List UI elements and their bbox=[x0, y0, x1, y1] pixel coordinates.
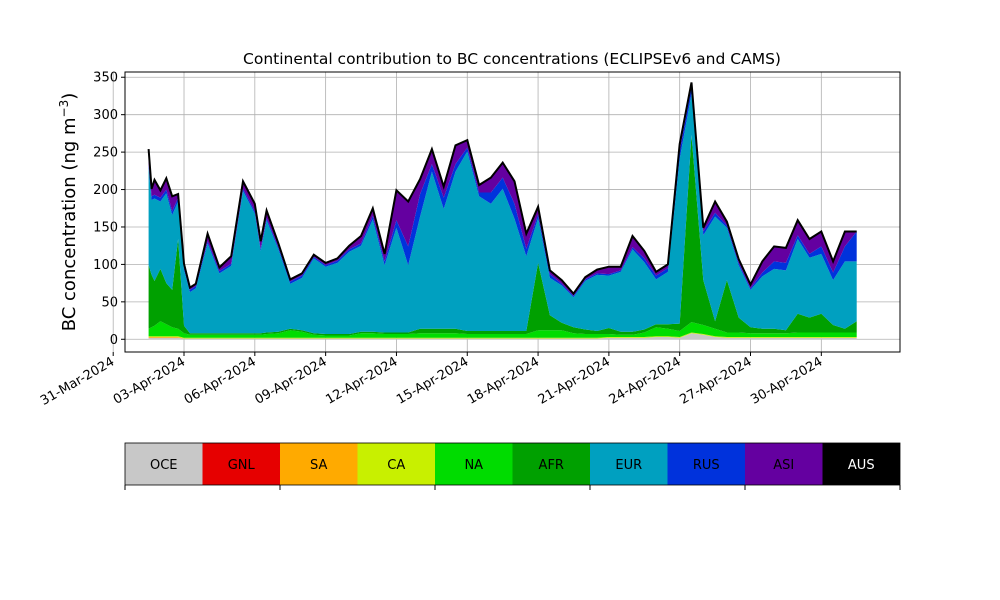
legend-swatch-ca bbox=[357, 443, 435, 485]
legend-label-aus: AUS bbox=[848, 458, 875, 473]
y-tick-label: 100 bbox=[93, 258, 118, 273]
legend-swatch-sa bbox=[280, 443, 358, 485]
y-axis-label-close: ) bbox=[59, 93, 80, 100]
legend-label-oce: OCE bbox=[150, 458, 178, 473]
legend-swatch-oce bbox=[125, 443, 203, 485]
x-axis: 31-Mar-202403-Apr-202406-Apr-202409-Apr-… bbox=[38, 352, 825, 409]
legend-swatch-gnl bbox=[202, 443, 280, 485]
x-tick-label: 27-Apr-2024 bbox=[677, 354, 754, 407]
legend-label-na: NA bbox=[464, 458, 483, 473]
area-ca bbox=[148, 332, 857, 339]
y-tick-label: 150 bbox=[93, 220, 118, 235]
x-tick-label: 06-Apr-2024 bbox=[182, 354, 259, 407]
y-tick-label: 300 bbox=[93, 108, 118, 123]
x-tick-label: 24-Apr-2024 bbox=[607, 354, 684, 407]
y-tick-label: 0 bbox=[110, 333, 118, 348]
x-tick-label: 15-Apr-2024 bbox=[394, 354, 471, 407]
y-axis-label-sup: −3 bbox=[57, 100, 71, 118]
y-tick-label: 50 bbox=[101, 295, 118, 310]
y-axis: 0 50 100 150 200 250 300 350 bbox=[93, 71, 125, 348]
y-tick-label: 200 bbox=[93, 183, 118, 198]
legend-label-ca: CA bbox=[387, 458, 405, 473]
plot-area: 0 50 100 150 200 250 300 350 31-Mar-202403-Apr-… bbox=[38, 71, 901, 409]
chart-title: Continental contribution to BC concentra… bbox=[243, 50, 781, 68]
total-line bbox=[147, 82, 857, 296]
x-tick-label: 12-Apr-2024 bbox=[323, 354, 400, 407]
x-tick-label: 03-Apr-2024 bbox=[111, 354, 188, 407]
y-tick-label: 250 bbox=[93, 146, 118, 161]
y-axis-label-main: BC concentration (ng m bbox=[59, 117, 80, 331]
x-tick-label: 21-Apr-2024 bbox=[536, 354, 613, 407]
legend-label-sa: SA bbox=[310, 458, 327, 473]
legend-swatch-rus bbox=[667, 443, 745, 485]
y-tick-label: 350 bbox=[93, 71, 118, 86]
legend-swatch-aus bbox=[822, 443, 900, 485]
area-eur bbox=[148, 93, 857, 334]
y-axis-label: BC concentration (ng m−3) bbox=[57, 93, 80, 332]
area-na bbox=[148, 321, 857, 338]
x-tick-label: 31-Mar-2024 bbox=[38, 354, 117, 408]
plot-frame bbox=[124, 71, 901, 353]
legend-label-asi: ASI bbox=[773, 458, 794, 473]
legend-label-afr: AFR bbox=[539, 458, 564, 473]
legend-label-gnl: GNL bbox=[228, 458, 256, 473]
legend-swatch-asi bbox=[745, 443, 823, 485]
legend-swatch-afr bbox=[512, 443, 590, 485]
x-tick-label: 09-Apr-2024 bbox=[253, 354, 330, 407]
area-oce bbox=[148, 333, 857, 340]
x-tick-label: 18-Apr-2024 bbox=[465, 354, 542, 407]
legend-label-rus: RUS bbox=[693, 458, 720, 473]
legend-frame bbox=[124, 442, 901, 486]
legend-swatch-eur bbox=[590, 443, 668, 485]
legend-label-eur: EUR bbox=[615, 458, 642, 473]
legend-swatch-na bbox=[435, 443, 513, 485]
stacked-areas bbox=[148, 82, 857, 340]
x-tick-label: 30-Apr-2024 bbox=[748, 354, 825, 407]
colorbar-legend: OCE GNL SA CA NA AFR EUR RUS ASI AUS bbox=[124, 442, 901, 490]
